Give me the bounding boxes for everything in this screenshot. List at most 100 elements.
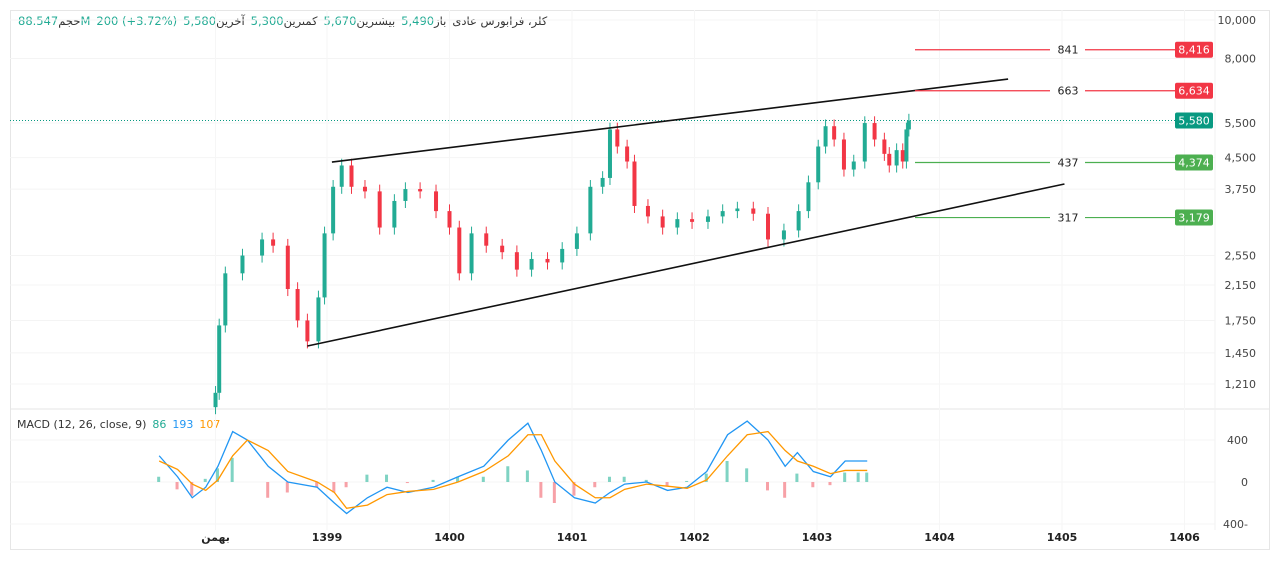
low-value: 5,300 [250, 14, 284, 28]
macd-histogram-bar [622, 476, 626, 482]
candle [607, 122, 612, 185]
candle-body [545, 258, 550, 263]
candle-body [625, 146, 630, 162]
y-tick-label: 8,000 [1225, 52, 1257, 65]
candle [434, 184, 439, 219]
candle [362, 180, 367, 199]
level-note: 437 [1058, 157, 1079, 170]
macd-histogram-bar [344, 482, 348, 488]
macd-histogram-bar [572, 482, 576, 496]
candle-body [500, 245, 505, 253]
candle-body [285, 245, 290, 290]
candle-body [705, 216, 710, 222]
macd-histogram-bar [157, 476, 161, 482]
x-tick-label: 1403 [802, 531, 833, 544]
open-value: 5,490 [401, 14, 435, 28]
candle [339, 158, 344, 194]
macd-histogram-bar [766, 482, 769, 491]
candle [816, 139, 821, 190]
candle [841, 132, 846, 177]
candle [632, 154, 637, 213]
candle-body [806, 182, 811, 212]
macd-histogram-bar [405, 482, 409, 484]
candle [331, 180, 336, 241]
symbol-legend: کلر، فرابورس عادی باز5,490 بیشترین5,670 … [18, 14, 547, 28]
candle-body [882, 139, 887, 154]
macd-y-tick-label: 400 [1227, 434, 1248, 447]
candle-body [377, 191, 382, 228]
macd-histogram-bar [365, 474, 369, 482]
candle [457, 220, 462, 281]
macd-histogram-bar [481, 476, 485, 482]
candle-body [484, 233, 489, 246]
candle [349, 158, 354, 194]
candle [403, 182, 408, 208]
level-price-tag [1175, 154, 1213, 171]
x-tick-label: 1400 [434, 531, 465, 544]
candle-body [271, 239, 276, 246]
candle [500, 238, 505, 260]
macd-histogram-bar [725, 461, 729, 482]
candle [377, 184, 382, 235]
candle [600, 171, 605, 194]
candle-body [720, 211, 725, 217]
level-price-label: 8,416 [1178, 44, 1210, 57]
candle [392, 194, 397, 235]
candle-body [217, 325, 222, 393]
candle-body [434, 191, 439, 212]
candle-body [588, 186, 593, 234]
last-value: 5,580 [183, 14, 217, 28]
candle [766, 206, 770, 247]
candle-body [862, 123, 867, 162]
candle [271, 232, 276, 253]
chart-frame [10, 10, 1270, 550]
macd-line [158, 420, 868, 515]
candle [213, 386, 218, 415]
candle [223, 266, 228, 333]
candle [887, 147, 892, 173]
macd-histogram-bar [745, 468, 749, 482]
macd-signal-line [158, 430, 868, 509]
macd-histogram-bar [704, 473, 708, 482]
candle [529, 252, 534, 277]
candle [851, 154, 856, 177]
candle [720, 204, 725, 224]
candle-body [469, 233, 474, 274]
x-tick-label: 1399 [312, 531, 343, 544]
high-value: 5,670 [323, 14, 357, 28]
candle-body [751, 208, 756, 214]
candle-body [260, 239, 265, 256]
level-note: 663 [1058, 85, 1079, 98]
macd-y-tick-label: 0 [1241, 476, 1248, 489]
candle-body [240, 255, 245, 274]
macd-histogram-bar [552, 482, 556, 503]
candle-body [675, 219, 680, 228]
candle-body [223, 273, 228, 326]
candle [645, 199, 650, 224]
macd-histogram-bar [315, 482, 319, 488]
candle-body [851, 161, 856, 170]
volume-value: 88.547M [18, 14, 91, 28]
last-price-tag [1175, 112, 1213, 129]
candle [690, 212, 695, 229]
candle [906, 113, 911, 137]
candle-body [841, 139, 846, 170]
candle [904, 122, 909, 169]
candle [735, 201, 740, 219]
candle [796, 204, 801, 238]
candle-body [349, 165, 354, 187]
level-price-tag [1175, 209, 1213, 226]
candle-body [816, 146, 821, 183]
macd-title: MACD (12, 26, close, 9) [17, 418, 147, 431]
candle-body [403, 189, 408, 201]
candle-body [447, 211, 452, 228]
low-label: کمترین [283, 14, 318, 28]
candle [217, 318, 222, 400]
candle-body [339, 165, 344, 187]
y-tick-label: 5,500 [1225, 117, 1257, 130]
candle-body [660, 216, 665, 228]
macd-histogram-bar [506, 466, 510, 482]
y-tick-label: 2,550 [1225, 250, 1257, 263]
candle-body [560, 248, 565, 263]
